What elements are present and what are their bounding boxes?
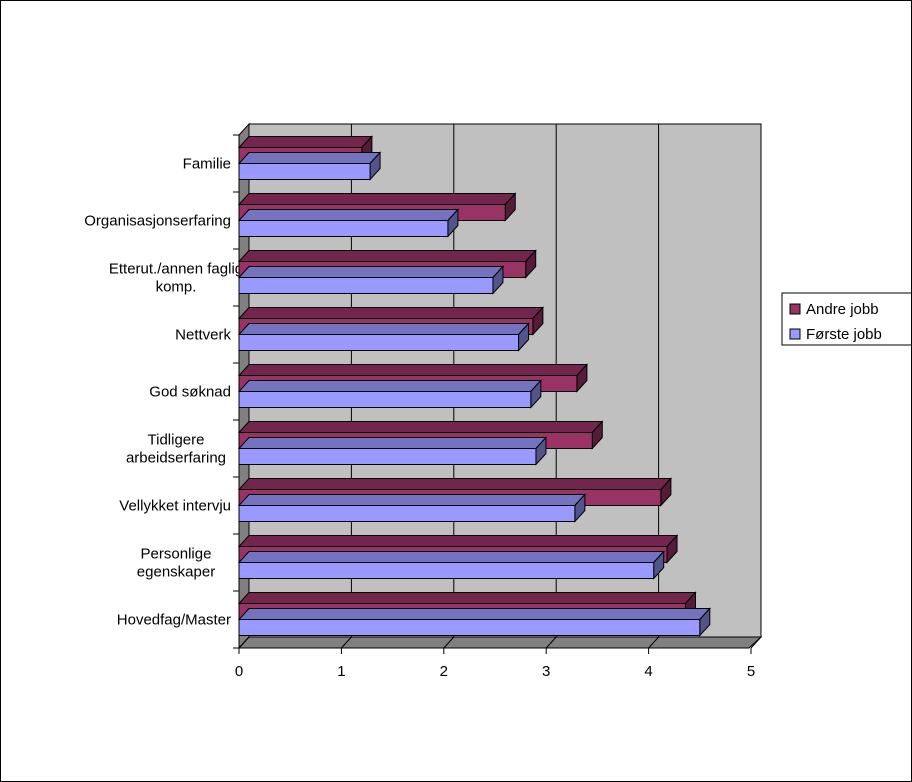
category-label: Tidligere <box>148 432 205 449</box>
bar <box>238 391 532 408</box>
category-label: egenskaper <box>137 564 215 581</box>
category-label: arbeidserfaring <box>126 450 226 467</box>
x-tick-label: 4 <box>644 663 652 680</box>
bar-top-face <box>237 478 673 490</box>
floor-gridline <box>443 636 455 649</box>
bar-top-face <box>237 421 604 433</box>
category-label: Etterut./annen faglig <box>109 261 243 278</box>
bar-top-face <box>237 437 548 449</box>
bar-top-face <box>237 551 665 563</box>
legend-swatch <box>789 303 801 315</box>
bar-top-face <box>237 136 374 148</box>
bar <box>238 505 576 522</box>
legend-label: Første jobb <box>806 326 882 343</box>
bar <box>238 562 655 579</box>
bar <box>238 619 701 636</box>
bar-top-face <box>237 266 505 278</box>
x-tick-label: 5 <box>747 663 755 680</box>
floor-gridline <box>545 636 557 649</box>
category-label: Organisasjonserfaring <box>84 213 231 230</box>
bar-top-face <box>237 323 530 335</box>
plot-floor <box>237 636 763 649</box>
floor-gridline <box>341 636 352 649</box>
category-label: komp. <box>156 279 197 296</box>
bar <box>238 448 537 465</box>
bar-top-face <box>237 364 589 376</box>
category-label: Nettverk <box>175 327 231 344</box>
floor-gridline <box>750 636 762 649</box>
bar-top-face <box>237 535 679 547</box>
x-tick-label: 0 <box>235 663 243 680</box>
bar <box>238 220 449 237</box>
category-label: Familie <box>183 156 231 173</box>
bar <box>238 334 520 351</box>
x-tick-label: 3 <box>542 663 550 680</box>
legend-label: Andre jobb <box>806 301 879 318</box>
floor-gridline <box>648 636 659 649</box>
bar-top-face <box>237 209 460 221</box>
category-label: Hovedfag/Master <box>117 612 231 629</box>
bar <box>238 163 371 180</box>
floor-gridline <box>238 636 250 649</box>
x-tick-label: 2 <box>440 663 448 680</box>
bar-top-face <box>237 250 537 262</box>
bar <box>238 277 494 294</box>
legend-box <box>781 292 911 346</box>
bar-top-face <box>237 494 587 506</box>
bar-top-face <box>237 592 697 604</box>
bar-top-face <box>237 380 542 392</box>
legend-swatch <box>789 328 801 340</box>
bar-top-face <box>237 152 382 164</box>
category-label: Personlige <box>141 546 212 563</box>
bar-top-face <box>237 608 711 620</box>
x-tick-label: 1 <box>337 663 345 680</box>
category-label: God søknad <box>149 384 231 401</box>
bar-top-face <box>237 307 545 319</box>
category-label: Vellykket intervju <box>119 498 231 515</box>
bar-top-face <box>237 193 517 205</box>
